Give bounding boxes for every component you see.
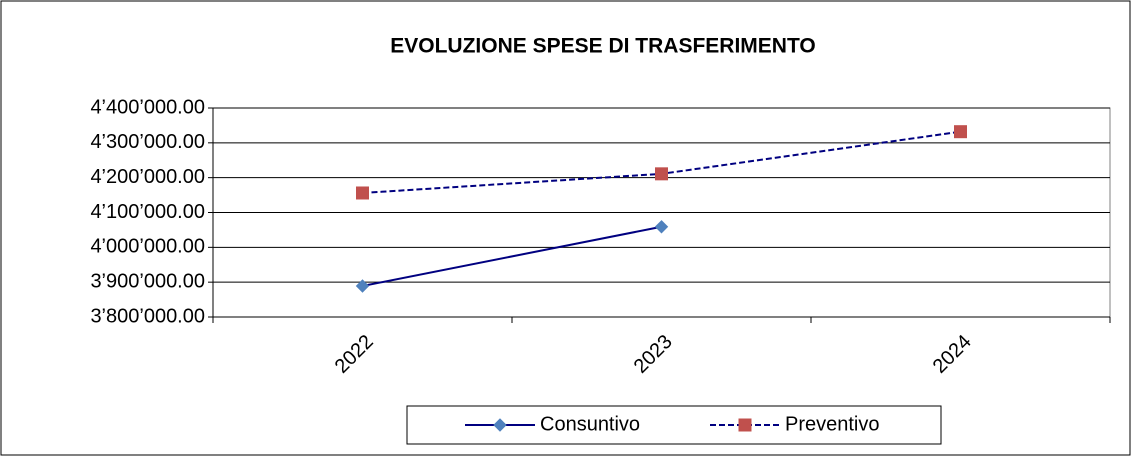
data-point <box>954 125 967 139</box>
data-point <box>655 167 668 181</box>
legend-marker <box>493 418 507 432</box>
data-point <box>654 220 669 234</box>
y-tick-label: 4’200’000.00 <box>90 166 205 188</box>
y-tick-label: 4’300’000.00 <box>90 131 205 153</box>
y-tick-label: 4’000’000.00 <box>90 236 205 258</box>
legend-label: Consuntivo <box>540 413 640 435</box>
legend-box <box>406 405 942 445</box>
legend-label: Preventivo <box>785 413 880 435</box>
y-tick-label: 3’800’000.00 <box>90 305 205 327</box>
legend-marker <box>738 418 752 432</box>
data-point <box>355 279 370 293</box>
y-tick-label: 4’100’000.00 <box>90 201 205 223</box>
legend: Consuntivo Preventivo <box>406 405 942 445</box>
data-point <box>356 186 369 200</box>
y-tick-label: 3’900’000.00 <box>90 270 205 292</box>
y-tick-label: 4’400’000.00 <box>90 96 205 118</box>
chart-title: EVOLUZIONE SPESE DI TRASFERIMENTO <box>390 35 816 58</box>
series-line <box>362 225 662 287</box>
